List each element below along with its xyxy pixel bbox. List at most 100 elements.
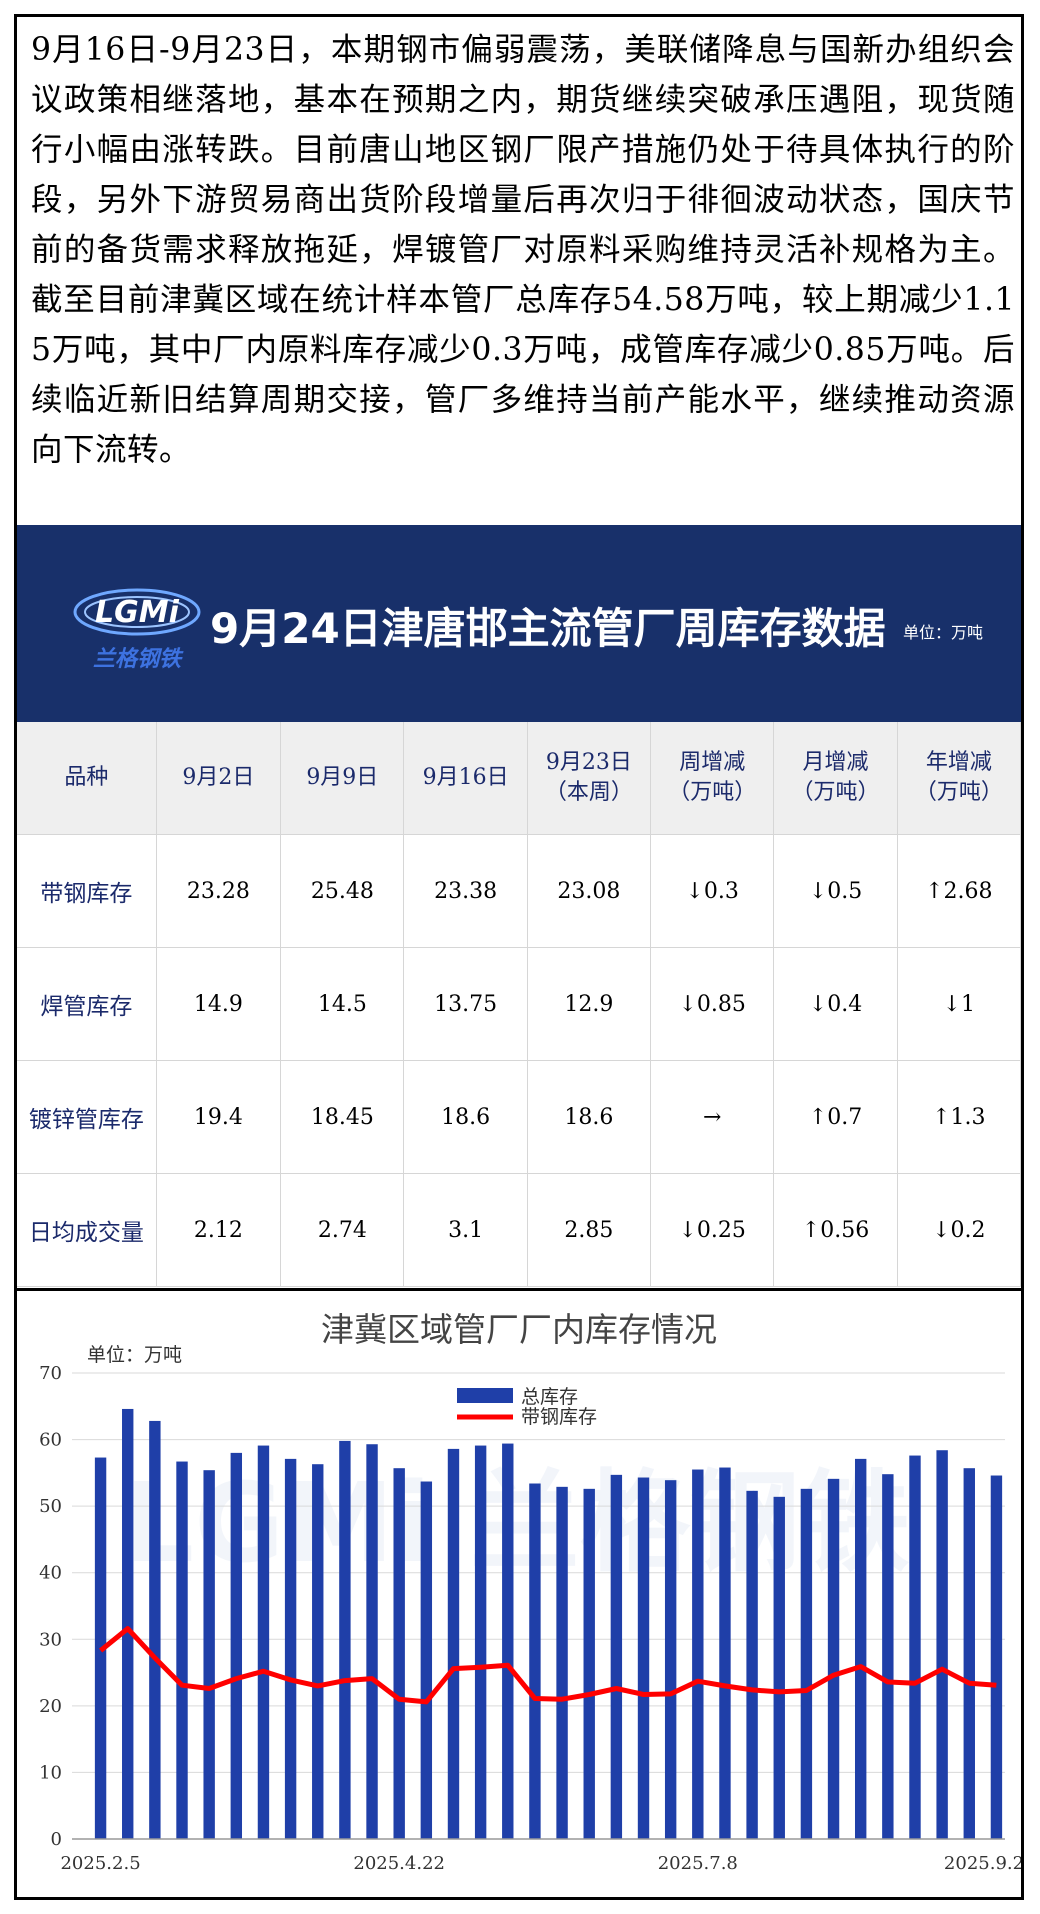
bar [909,1455,921,1839]
banner-unit: 单位：万吨 [903,623,984,642]
bar [257,1445,270,1839]
change-cell: ↑0.56 [773,1173,898,1287]
bar [882,1474,894,1839]
y-tick-label: 60 [39,1430,62,1451]
bar [610,1474,623,1839]
table-row: 镀锌管库存 19.4 18.45 18.6 18.6 → ↑0.7 ↑1.3 [17,1060,1022,1174]
bar [312,1464,324,1839]
change-cell: ↓0.5 [773,834,898,948]
table-header-cell: 9月2日 [156,722,282,835]
change-cell: ↓0.2 [897,1173,1022,1287]
inventory-chart: LGMi 兰格钢铁津冀区域管厂厂内库存情况单位：万吨01020304050607… [39,1310,1021,1874]
banner-title: 9月24日津唐邯主流管厂周库存数据 [210,604,886,653]
row-label: 镀锌管库存 [17,1060,157,1174]
value-cell: 2.12 [156,1173,282,1287]
y-tick-label: 40 [39,1563,62,1584]
table-header-cell: 品种 [17,722,157,835]
change-cell: ↓0.25 [650,1173,775,1287]
bar [502,1443,514,1839]
change-cell: ↓0.3 [650,834,775,948]
bar [393,1468,405,1839]
bar [827,1478,840,1839]
value-cell: 25.48 [280,834,405,948]
table-row: 焊管库存 14.9 14.5 13.75 12.9 ↓0.85 ↓0.4 ↓1 [17,947,1022,1061]
value-cell: 12.9 [527,947,652,1061]
table-header-row: 品种 9月2日 9月9日 9月16日 9月23日 （本周） 周增减 （万吨） 月增减 （万吨） 年增… [17,722,1022,835]
summary-paragraph: 9月16日-9月23日，本期钢市偏弱震荡，美联储降息与国新办组织会议政策相继落地… [31,32,1015,468]
bar [936,1450,948,1839]
bar [447,1448,460,1839]
bar [366,1444,378,1839]
bar [203,1470,215,1839]
lgmi-logo: LGMi 兰格钢铁 [73,588,201,672]
change-cell: ↑1.3 [897,1060,1022,1174]
table-header-cell: 年增减 （万吨） [897,722,1022,835]
y-tick-label: 10 [39,1762,62,1783]
value-cell: 18.6 [403,1060,528,1174]
bar [122,1408,134,1839]
y-tick-label: 0 [51,1829,62,1850]
x-tick-label: 2025.4.22 [353,1853,445,1874]
bar [692,1469,704,1839]
value-cell: 23.08 [527,834,652,948]
value-cell: 19.4 [156,1060,282,1174]
table-header-cell: 9月23日 （本周） [527,722,652,835]
row-label: 带钢库存 [17,834,157,948]
x-tick-label: 2025.2.5 [60,1853,140,1874]
y-tick-label: 50 [39,1496,62,1517]
value-cell: 2.85 [527,1173,652,1287]
bar [149,1420,161,1839]
bar [990,1475,1003,1839]
bar [230,1452,243,1839]
legend-swatch-bar [457,1388,513,1403]
change-cell: ↓0.4 [773,947,898,1061]
table-header-cell: 9月9日 [280,722,405,835]
chart-title: 津冀区域管厂厂内库存情况 [321,1310,717,1349]
change-cell: ↓0.85 [650,947,775,1061]
bar [474,1445,487,1839]
table-row: 带钢库存 23.28 25.48 23.38 23.08 ↓0.3 ↓0.5 ↑2.68 [17,834,1022,948]
report-frame: 9月16日-9月23日，本期钢市偏弱震荡，美联储降息与国新办组织会议政策相继落地… [14,14,1024,1900]
change-cell: → [650,1060,775,1174]
table-banner: LGMi 兰格钢铁 9月24日津唐邯主流管厂周库存数据 单位：万吨 [17,525,1021,722]
inventory-table: 品种 9月2日 9月9日 9月16日 9月23日 （本周） 周增减 （万吨） 月增减 （万吨） 年增… [17,722,1022,1287]
bar [284,1458,297,1839]
legend-label: 总库存 [521,1386,578,1408]
y-tick-label: 20 [39,1696,62,1717]
y-tick-label: 70 [39,1363,62,1384]
value-cell: 14.9 [156,947,282,1061]
value-cell: 2.74 [280,1173,405,1287]
change-cell: ↓1 [897,947,1022,1061]
bar [583,1488,595,1839]
value-cell: 23.28 [156,834,282,948]
bar [637,1477,650,1839]
bar [420,1481,433,1839]
value-cell: 13.75 [403,947,528,1061]
value-cell: 18.6 [527,1060,652,1174]
value-cell: 23.38 [403,834,528,948]
svg-text:LGMi: LGMi [95,595,180,630]
value-cell: 14.5 [280,947,405,1061]
bar [339,1440,351,1839]
table-row: 日均成交量 2.12 2.74 3.1 2.85 ↓0.25 ↑0.56 ↓0.2 [17,1173,1022,1287]
row-label: 焊管库存 [17,947,157,1061]
change-cell: ↑2.68 [897,834,1022,948]
table-header-cell: 周增减 （万吨） [650,722,775,835]
bar [773,1496,785,1839]
legend-label: 带钢库存 [521,1406,597,1428]
line-series [99,1626,997,1705]
x-tick-label: 2025.7.8 [658,1853,738,1874]
bar [529,1483,541,1839]
row-label: 日均成交量 [17,1173,157,1287]
section-divider [17,1288,1021,1291]
y-tick-label: 30 [39,1629,62,1650]
bar [800,1488,813,1839]
unit-label: 单位：万吨 [87,1344,182,1366]
change-cell: ↑0.7 [773,1060,898,1174]
x-tick-label: 2025.9.2 [944,1853,1021,1874]
bar [963,1468,975,1839]
table-header-cell: 月增减 （万吨） [773,722,898,835]
table-header-cell: 9月16日 [403,722,528,835]
bar [556,1486,568,1839]
bar [746,1490,758,1839]
